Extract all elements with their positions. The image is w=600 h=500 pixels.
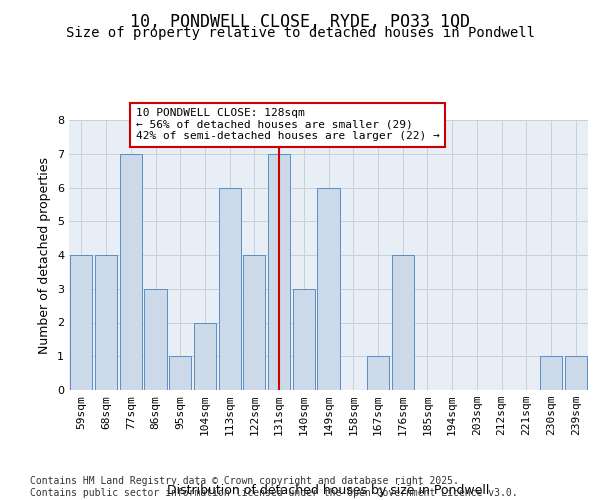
X-axis label: Distribution of detached houses by size in Pondwell: Distribution of detached houses by size … [167, 484, 490, 497]
Bar [268, 154, 290, 390]
Bar [95, 255, 117, 390]
Bar [392, 255, 414, 390]
Bar [194, 322, 216, 390]
Bar [218, 188, 241, 390]
Bar [243, 255, 265, 390]
Bar [293, 289, 315, 390]
Text: 10 PONDWELL CLOSE: 128sqm
← 56% of detached houses are smaller (29)
42% of semi-: 10 PONDWELL CLOSE: 128sqm ← 56% of detac… [136, 108, 439, 142]
Text: Contains HM Land Registry data © Crown copyright and database right 2025.
Contai: Contains HM Land Registry data © Crown c… [30, 476, 518, 498]
Bar [317, 188, 340, 390]
Bar [540, 356, 562, 390]
Text: 10, PONDWELL CLOSE, RYDE, PO33 1QD: 10, PONDWELL CLOSE, RYDE, PO33 1QD [130, 12, 470, 30]
Bar [70, 255, 92, 390]
Bar [145, 289, 167, 390]
Bar [119, 154, 142, 390]
Bar [367, 356, 389, 390]
Bar [169, 356, 191, 390]
Bar [565, 356, 587, 390]
Text: Size of property relative to detached houses in Pondwell: Size of property relative to detached ho… [65, 26, 535, 40]
Y-axis label: Number of detached properties: Number of detached properties [38, 156, 52, 354]
